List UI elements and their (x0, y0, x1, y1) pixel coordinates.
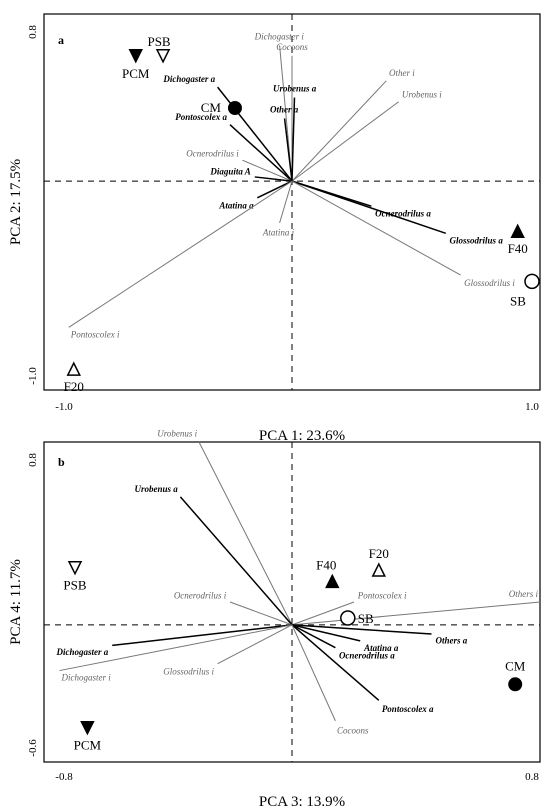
panel-a-sample-marker (524, 273, 540, 290)
panel-b-vector-line (291, 624, 336, 649)
panel-a-sample-label: PSB (147, 34, 170, 49)
panel-a-vector-label: Atatina i (262, 228, 295, 238)
panel-a-sample-label: F20 (64, 379, 84, 394)
panel-a-vector-label: Diaguita A (209, 166, 250, 176)
panel-b-vector-line (229, 601, 293, 626)
panel-a-sample-marker (66, 361, 81, 376)
panel-a-vector-label: Glossodrilus a (450, 236, 504, 246)
panel-a-sample-marker (510, 223, 525, 238)
panel-b-sample-label: F40 (316, 557, 336, 572)
panel-a-x-tick-label-min: -1.0 (55, 401, 73, 413)
panel-a-sample-label: CM (201, 100, 222, 115)
panel-b-sample-label: CM (505, 658, 526, 673)
panel-b-x-tick-label-min: -0.8 (55, 771, 73, 783)
panel-a-y-tick-label-min: -1.0 (27, 367, 39, 385)
panel-a-vector-label: Ocnerodrilus a (375, 208, 431, 218)
panel-b-y-tick-label-min: -0.6 (27, 739, 39, 757)
panel-b-vector-label: Dichogaster a (55, 647, 108, 657)
panel-b-vector-label: Dichogaster i (61, 673, 112, 683)
panel-b-vector-line (291, 624, 380, 701)
panel-b-vector-line (291, 624, 361, 642)
panel-b-y-axis-title: PCA 4: 11.7% (8, 559, 24, 645)
panel-a-vector-line (291, 101, 399, 182)
panel-b-sample-marker (508, 677, 523, 692)
panel-a-vector-line (291, 97, 296, 182)
panel-a-vector-label: Other i (389, 68, 415, 78)
panel-a-sample-label: F40 (508, 241, 528, 256)
panel-b-sample-marker (340, 610, 356, 626)
panel-b-vector-line (198, 441, 293, 626)
panel-b-label: b (58, 455, 65, 469)
panel-b-vector-line (291, 624, 432, 635)
panel-a-vector-label: Pontoscolex a (175, 112, 227, 122)
panel-a-vector-line (291, 80, 387, 182)
panel-b-vector-line (112, 624, 293, 647)
panel-b-vector-line (217, 624, 293, 665)
panel-a-vector-line (68, 180, 293, 328)
panel-b-sample-marker (67, 560, 83, 576)
panel-a-vector-line (256, 180, 293, 199)
panel-a-vector-label: Pontoscolex i (70, 329, 120, 339)
panel-a-vector-label: Atatina a (218, 201, 254, 211)
panel-b-sample-label: F20 (369, 546, 389, 561)
panel-b-vector-label: Others a (435, 635, 467, 645)
panel-b-vector-label: Urobenus i (157, 428, 197, 438)
panel-b-vector-label: Pontoscolex i (357, 591, 407, 601)
panel-a-vector-line (242, 159, 293, 182)
panel-a-vector-label: Other a (270, 104, 299, 114)
panel-a-vector-line (279, 180, 293, 224)
panel-a-vector-label: Dichogaster i (254, 31, 305, 41)
panel-b-vector-label: Glossodrilus i (163, 667, 214, 677)
panel-a-label: a (58, 33, 64, 47)
panel-b-vector-label: Ocnerodrilus a (339, 651, 395, 661)
panel-b-vector-label: Pontoscolex a (382, 704, 434, 714)
panel-b-sample-label: PCM (74, 738, 102, 753)
panel-a-vector-line (291, 180, 461, 276)
panel-a-vector-label: Cocoons (276, 42, 308, 52)
panel-a-vector-line (229, 124, 293, 182)
panel-a-sample-marker (155, 49, 171, 64)
panel-b-vector-line (59, 624, 293, 672)
panel-b-vector-line (291, 601, 355, 626)
panel-a-vector-label: Ocnerodrilus i (186, 149, 239, 159)
panel-b-x-axis-title: PCA 3: 13.9% (259, 794, 345, 810)
panel-a-vector-line (217, 86, 293, 182)
panel-a-sample-label: SB (510, 293, 526, 308)
panel-a-vector-line (291, 180, 447, 235)
panel-a-vector-label: Urobenus i (402, 89, 442, 99)
panel-a-sample-marker (227, 101, 242, 115)
panel-b-y-tick-label-max: 0.8 (27, 453, 39, 467)
panel-a-sample-label: PCM (122, 66, 150, 81)
panel-b-vector-line (291, 624, 336, 722)
panel-b-vector-line (291, 601, 541, 626)
panel-b-vector-label: Cocoons (337, 726, 369, 736)
panel-a-vector-label: Urobenus a (273, 84, 317, 94)
panel-a-vector-line (283, 118, 293, 182)
panel-a-y-tick-label-max: 0.8 (27, 25, 39, 39)
panel-b-vector-label: Others i (509, 589, 539, 599)
panel-b-vector-label: Urobenus a (135, 484, 179, 494)
panel-b-vector-label: Ocnerodrilus i (174, 591, 227, 601)
panel-b-vector-line (179, 496, 293, 626)
panel-a-x-axis-title: PCA 1: 23.6% (259, 428, 345, 444)
panel-a-vector-label: Glossodrilus i (464, 278, 515, 288)
panel-b-sample-label: SB (358, 611, 374, 626)
panel-b-sample-label: PSB (63, 578, 86, 593)
panel-a-x-tick-label-max: 1.0 (525, 401, 539, 413)
panel-b-sample-marker (325, 573, 340, 589)
panel-b-sample-marker (371, 562, 387, 577)
panel-a-sample-marker (128, 49, 143, 64)
panel-a-y-axis-title: PCA 2: 17.5% (8, 159, 24, 245)
panel-a-vector-label: Dichogaster a (162, 74, 215, 84)
panel-b-sample-marker (80, 720, 95, 736)
panel-b-x-tick-label-max: 0.8 (525, 771, 539, 783)
panel-a-vector-line (254, 176, 293, 182)
panel-b-vector-label: Atatina a (363, 643, 399, 653)
